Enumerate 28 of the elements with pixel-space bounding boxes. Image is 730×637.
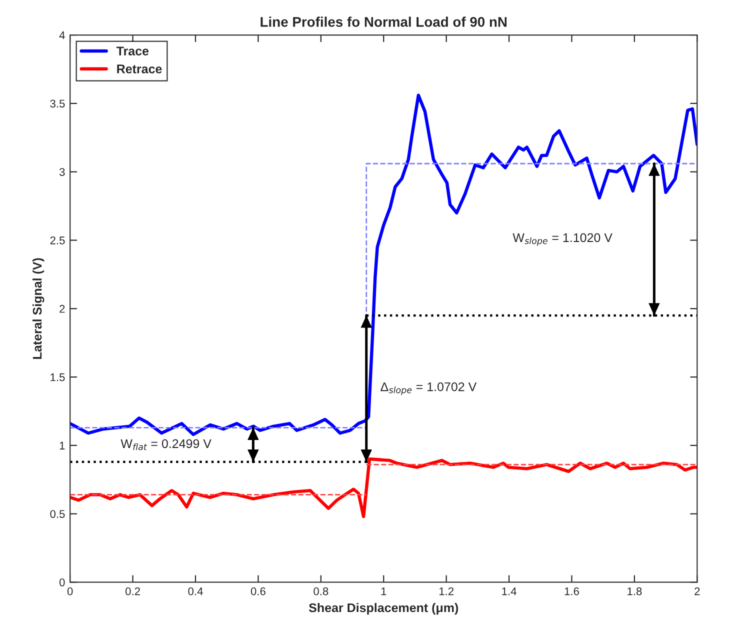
x-axis-title: Shear Displacement (μm) xyxy=(308,602,458,615)
chart-title: Line Profiles fo Normal Load of 90 nN xyxy=(260,16,507,27)
x-tick-label: 1.8 xyxy=(628,587,642,596)
y-tick-label: 1 xyxy=(60,442,65,450)
legend-label: Trace xyxy=(116,46,149,56)
x-tick-label: 0.4 xyxy=(188,587,203,596)
x-tick-label: 0.6 xyxy=(250,587,266,596)
y-tick-label: 3 xyxy=(59,168,65,176)
y-tick-label: 0.5 xyxy=(50,510,65,518)
annotation: Δ$_{slope}$ = 1.0702 V xyxy=(380,382,477,395)
y-tick-label: 2 xyxy=(60,304,65,313)
x-tick-label: 0.8 xyxy=(314,587,328,596)
annotation: W$_{slope}$ = 1.1020 V xyxy=(512,233,612,246)
y-tick-label: 3.5 xyxy=(50,100,65,108)
x-tick-label: 1 xyxy=(381,587,386,596)
x-tick-label: 0 xyxy=(67,587,73,596)
annotation: W$_{flat}$ = 0.2499 V xyxy=(120,439,212,450)
x-tick-label: 1.4 xyxy=(502,587,516,596)
y-tick-label: 4 xyxy=(59,31,65,40)
y-axis-title: Lateral Signal (V) xyxy=(32,258,44,359)
x-tick-label: 1.6 xyxy=(564,587,579,596)
x-tick-label: 1.2 xyxy=(439,587,454,596)
y-tick-label: 0 xyxy=(59,578,65,586)
y-tick-label: 2.5 xyxy=(50,236,65,244)
legend-label: Retrace xyxy=(117,64,162,74)
x-tick-label: 0.2 xyxy=(126,587,140,596)
x-tick-label: 2 xyxy=(694,587,700,596)
y-tick-label: 1.5 xyxy=(50,373,65,382)
